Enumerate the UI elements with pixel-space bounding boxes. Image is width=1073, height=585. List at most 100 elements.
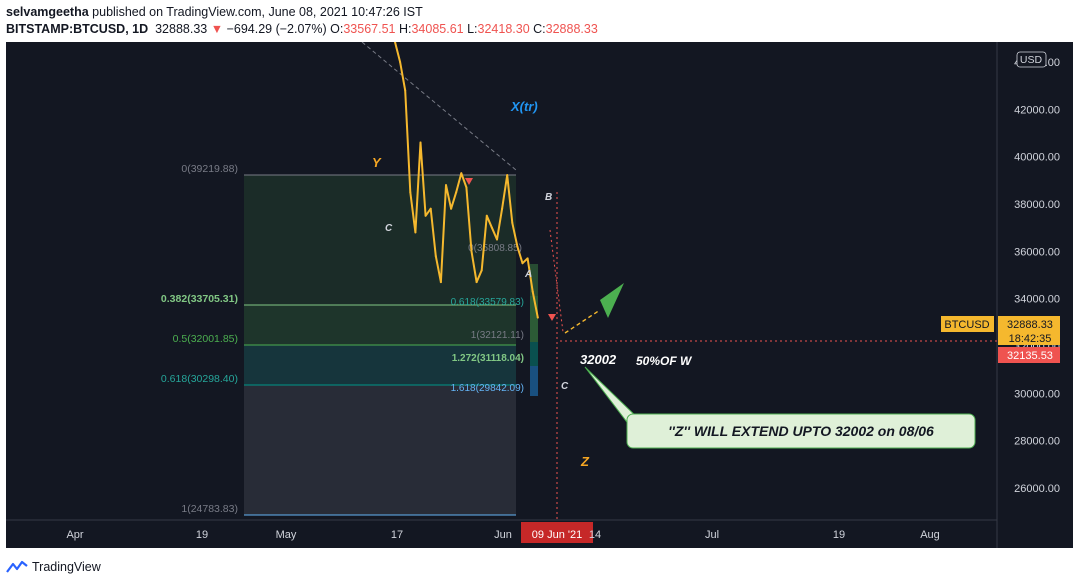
- symbol-tag-text: BTCUSD: [944, 319, 989, 331]
- ext-label-0618: 0.618(33579.83): [451, 297, 524, 308]
- wave-label-a: A: [524, 269, 532, 280]
- time-tick-6: 14: [589, 529, 601, 541]
- time-tick-0: Apr: [66, 529, 83, 541]
- ext-label-0: 0(35808.85): [468, 243, 522, 254]
- ext-label-1: 1(32121.11): [471, 330, 524, 341]
- price-point-25: [521, 262, 524, 265]
- close-label: C:: [533, 22, 546, 36]
- price-tick-8: 28000.00: [1014, 436, 1060, 448]
- price-point-9: [439, 281, 442, 284]
- ext-zone-b: [530, 296, 538, 342]
- callout-text: ''Z'' WILL EXTEND UPTO 32002 on 08/06: [668, 423, 934, 439]
- price-tick-2: 40000.00: [1014, 152, 1060, 164]
- ohlc-legend: BITSTAMP:BTCUSD, 1D 32888.33 ▼ −694.29 (…: [6, 22, 598, 36]
- price-point-27: [531, 290, 534, 293]
- chart-header: selvamgeetha published on TradingView.co…: [0, 0, 1073, 42]
- wave-label-xtr: X(tr): [510, 99, 538, 114]
- last-price-tag-text: 32888.33: [1007, 319, 1053, 331]
- price-point-3: [409, 191, 412, 194]
- price-point-6: [424, 214, 427, 217]
- last-price: 32888.33: [155, 22, 208, 36]
- brand-name: TradingView: [32, 560, 101, 574]
- price-point-1: [399, 61, 402, 63]
- time-tick-7: Jul: [705, 529, 719, 541]
- price-point-0: [394, 42, 396, 43]
- wave-label-c1: C: [385, 223, 393, 234]
- time-tick-8: 19: [833, 529, 845, 541]
- price-point-23: [511, 221, 514, 224]
- crosshair-price-text: 32135.53: [1007, 350, 1053, 362]
- close-value: 32888.33: [545, 22, 598, 36]
- date-marker-tag: [521, 522, 593, 543]
- fib-zone-618-1: [244, 385, 516, 515]
- tradingview-icon: [6, 560, 28, 573]
- time-tick-4: Jun: [494, 529, 512, 541]
- price-point-8: [434, 255, 437, 258]
- author-name[interactable]: selvamgeetha: [6, 5, 89, 19]
- wave-label-y: Y: [372, 155, 382, 170]
- price-axis-background[interactable]: [997, 42, 1073, 548]
- high-label: H:: [398, 22, 412, 36]
- publish-info: selvamgeetha published on TradingView.co…: [6, 5, 423, 19]
- price-tick-7: 30000.00: [1014, 388, 1060, 400]
- target-ratio-note: 50%OF W: [636, 354, 693, 368]
- open-value: 33567.51: [343, 22, 396, 36]
- currency-button[interactable]: [1016, 51, 1047, 68]
- time-tick-current: 09 Jun '21: [532, 529, 582, 541]
- fib-label-0618: 0.618(30298.40): [161, 373, 238, 385]
- open-label: O:: [330, 22, 344, 36]
- footer: TradingView: [0, 553, 1073, 585]
- tradingview-logo[interactable]: TradingView: [6, 560, 101, 574]
- fib-label-05: 0.5(32001.85): [173, 333, 238, 345]
- callout[interactable]: ''Z'' WILL EXTEND UPTO 32002 on 08/06: [584, 366, 976, 449]
- low-label: L:: [467, 22, 478, 36]
- change-value: −694.29 (−2.07%): [226, 22, 327, 36]
- price-point-20: [496, 238, 498, 241]
- time-axis-background[interactable]: [6, 520, 997, 548]
- last-price-tag: [998, 316, 1060, 345]
- symbol-tag: [941, 316, 994, 332]
- target-price-note: 32002: [580, 352, 617, 367]
- price-point-22: [506, 174, 509, 177]
- symbol-label[interactable]: BITSTAMP:BTCUSD, 1D: [6, 22, 149, 36]
- price-point-19: [490, 226, 493, 229]
- time-axis-ticks: Apr 19 May 17 Jun 09 Jun '21 14 Jul 19 Aug: [66, 522, 940, 543]
- price-point-15: [470, 250, 473, 253]
- price-point-11: [450, 207, 453, 210]
- price-point-13: [460, 172, 463, 175]
- low-value: 32418.30: [477, 22, 530, 36]
- currency-label: USD: [1020, 54, 1043, 66]
- wave-label-b: B: [545, 192, 552, 203]
- price-point-28: [536, 316, 539, 319]
- crosshair-price-tag: [998, 347, 1060, 363]
- ext-zone-c: [530, 342, 538, 366]
- fib-zone-382-5: [244, 305, 516, 345]
- fib-label-1: 1(24783.83): [181, 503, 238, 515]
- time-tick-2: May: [276, 529, 297, 541]
- price-chart[interactable]: 0(39219.88) 0.382(33705.31) 0.5(32001.85…: [0, 42, 1073, 553]
- price-tick-1: 42000.00: [1014, 104, 1060, 116]
- price-point-26: [526, 257, 529, 260]
- up-arrow-icon: [600, 283, 624, 318]
- price-point-24: [516, 245, 519, 248]
- fib-zone-5-618: [244, 345, 516, 385]
- price-point-10: [445, 184, 447, 187]
- price-tick-3: 38000.00: [1014, 199, 1060, 211]
- wave-label-z: Z: [580, 454, 590, 469]
- change-arrow-icon: ▼: [210, 22, 224, 36]
- price-point-2: [404, 89, 407, 92]
- projection-dotted: [549, 229, 564, 333]
- price-point-16: [475, 281, 478, 284]
- trend-line[interactable]: [361, 42, 517, 171]
- price-series[interactable]: [394, 42, 539, 319]
- time-tick-3: 17: [391, 529, 403, 541]
- price-point-18: [485, 214, 488, 217]
- sell-marker-icon: [465, 178, 473, 185]
- ext-zone-d: [530, 366, 538, 396]
- ext-label-1618: 1.618(29842.09): [451, 383, 524, 394]
- price-tick-5: 34000.00: [1014, 294, 1060, 306]
- high-value: 34085.61: [411, 22, 464, 36]
- price-tick-4: 36000.00: [1014, 246, 1060, 258]
- fib-zone-0-382: [244, 175, 516, 305]
- countdown-text: 18:42:35: [1009, 333, 1052, 345]
